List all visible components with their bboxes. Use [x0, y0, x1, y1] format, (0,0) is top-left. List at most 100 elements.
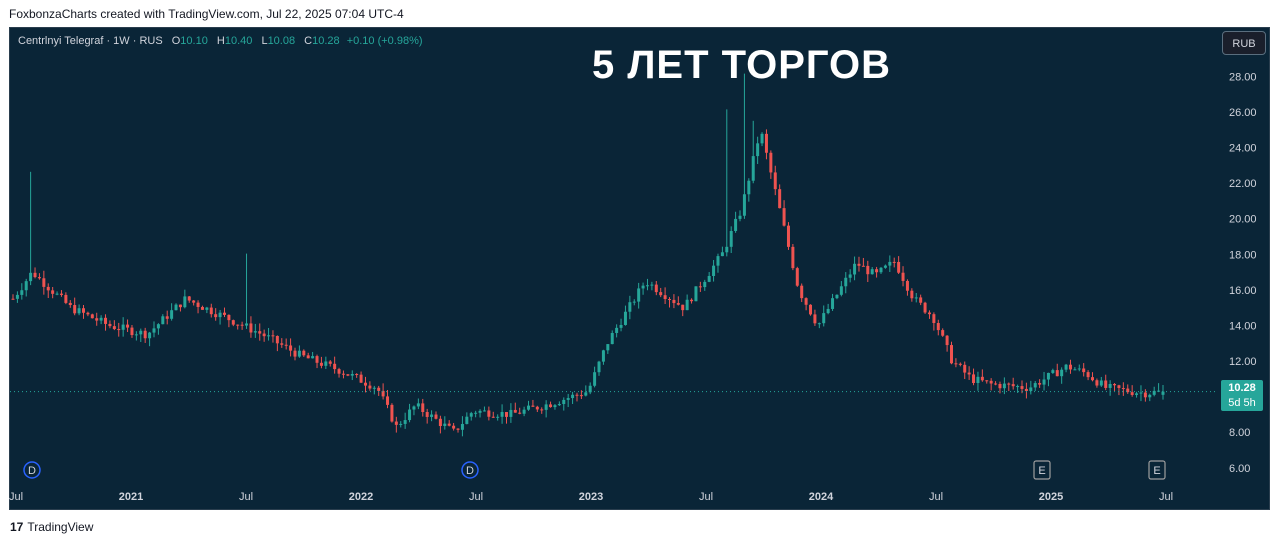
candle-body: [438, 418, 442, 427]
candle-body: [90, 314, 94, 319]
candle-body: [421, 403, 425, 413]
candle-body: [650, 284, 654, 286]
candle-body: [1029, 387, 1033, 392]
y-tick-label: 20.00: [1229, 214, 1257, 226]
candle-body: [540, 409, 544, 411]
last-price-tag: 10.28 5d 5h: [1221, 380, 1263, 411]
candle-body: [214, 314, 218, 318]
candle-body: [923, 302, 927, 313]
candle-body: [1060, 369, 1064, 377]
candle-body: [641, 285, 645, 289]
chart-panel[interactable]: [9, 27, 1270, 510]
event-marker-label: E: [1038, 465, 1045, 477]
candle-body: [958, 363, 962, 365]
open-value: 10.10: [180, 35, 208, 47]
candle-body: [209, 307, 213, 315]
candle-body: [1042, 379, 1046, 385]
candle-body: [447, 423, 451, 426]
candle-body: [275, 335, 279, 344]
candle-body: [148, 332, 152, 339]
candle-body: [579, 395, 583, 397]
candle-body: [742, 194, 746, 216]
candle-body: [610, 332, 614, 345]
candle-body: [258, 331, 262, 334]
x-tick-label: Jul: [469, 491, 483, 503]
x-tick-label: 2025: [1039, 491, 1063, 503]
candle-body: [1143, 392, 1147, 398]
candle-body: [491, 416, 495, 418]
candle-body: [980, 376, 984, 381]
candle-body: [553, 405, 557, 408]
candle-body: [870, 269, 874, 275]
candle-body: [262, 333, 266, 337]
candle-body: [945, 335, 949, 346]
y-tick-label: 28.00: [1229, 71, 1257, 83]
candle-body: [319, 362, 323, 366]
candle-body: [892, 261, 896, 263]
candle-body: [663, 295, 667, 300]
candle-body: [513, 409, 517, 413]
candle-body: [1068, 364, 1072, 370]
candle-body: [668, 299, 672, 301]
candle-body: [284, 344, 288, 346]
candle-body: [249, 323, 253, 333]
footer-brand: TradingView: [27, 520, 94, 534]
candle-body: [121, 324, 125, 330]
bar-countdown: 5d 5h: [1228, 397, 1256, 409]
candle-body: [394, 421, 398, 425]
candle-body: [954, 363, 958, 365]
event-marker-label: D: [28, 465, 36, 477]
candle-body: [86, 312, 90, 315]
candle-body: [866, 265, 870, 275]
candle-body: [738, 215, 742, 219]
candle-body: [588, 385, 592, 393]
candle-body: [729, 231, 733, 247]
candle-body: [822, 313, 826, 324]
candle-body: [826, 308, 830, 314]
candle-body: [350, 374, 354, 376]
candle-body: [1086, 372, 1090, 378]
candle-body: [562, 399, 566, 405]
high-value: 10.40: [224, 35, 253, 47]
candle-body: [764, 133, 768, 153]
candle-body: [1033, 383, 1037, 388]
candle-body: [386, 396, 390, 405]
candle-body: [628, 302, 632, 312]
candle-body: [632, 301, 636, 303]
candle-body: [324, 361, 328, 366]
candle-body: [504, 412, 508, 417]
candle-body: [593, 372, 597, 386]
candle-body: [681, 304, 685, 311]
tradingview-logo-icon: 17: [10, 520, 24, 534]
candle-body: [227, 314, 231, 321]
candle-body: [985, 380, 989, 382]
currency-button[interactable]: RUB: [1222, 31, 1266, 55]
candle-body: [1016, 386, 1020, 388]
x-tick-label: Jul: [1159, 491, 1173, 503]
candle-body: [813, 314, 817, 324]
candle-body: [932, 314, 936, 323]
candle-body: [703, 281, 707, 288]
candle-body: [306, 355, 310, 359]
candle-body: [804, 298, 808, 305]
candle-body: [751, 156, 755, 181]
candle-body: [571, 394, 575, 399]
candle-body: [430, 414, 434, 417]
candle-body: [187, 296, 191, 301]
candle-body: [1099, 380, 1103, 386]
candle-body: [474, 412, 478, 414]
earnings-marker-icon: [1033, 460, 1051, 480]
candle-body: [905, 280, 909, 291]
x-tick-label: Jul: [9, 491, 23, 503]
candle-body: [478, 410, 482, 413]
last-price: 10.28: [1228, 382, 1256, 394]
dividend-marker-icon: [461, 461, 479, 479]
candle-body: [760, 133, 764, 144]
candle-body: [99, 317, 103, 321]
candle-body: [1139, 392, 1143, 394]
event-marker-label: D: [466, 465, 474, 477]
y-tick-label: 18.00: [1229, 249, 1257, 261]
candle-body: [1011, 384, 1015, 387]
candle-body: [104, 317, 108, 324]
